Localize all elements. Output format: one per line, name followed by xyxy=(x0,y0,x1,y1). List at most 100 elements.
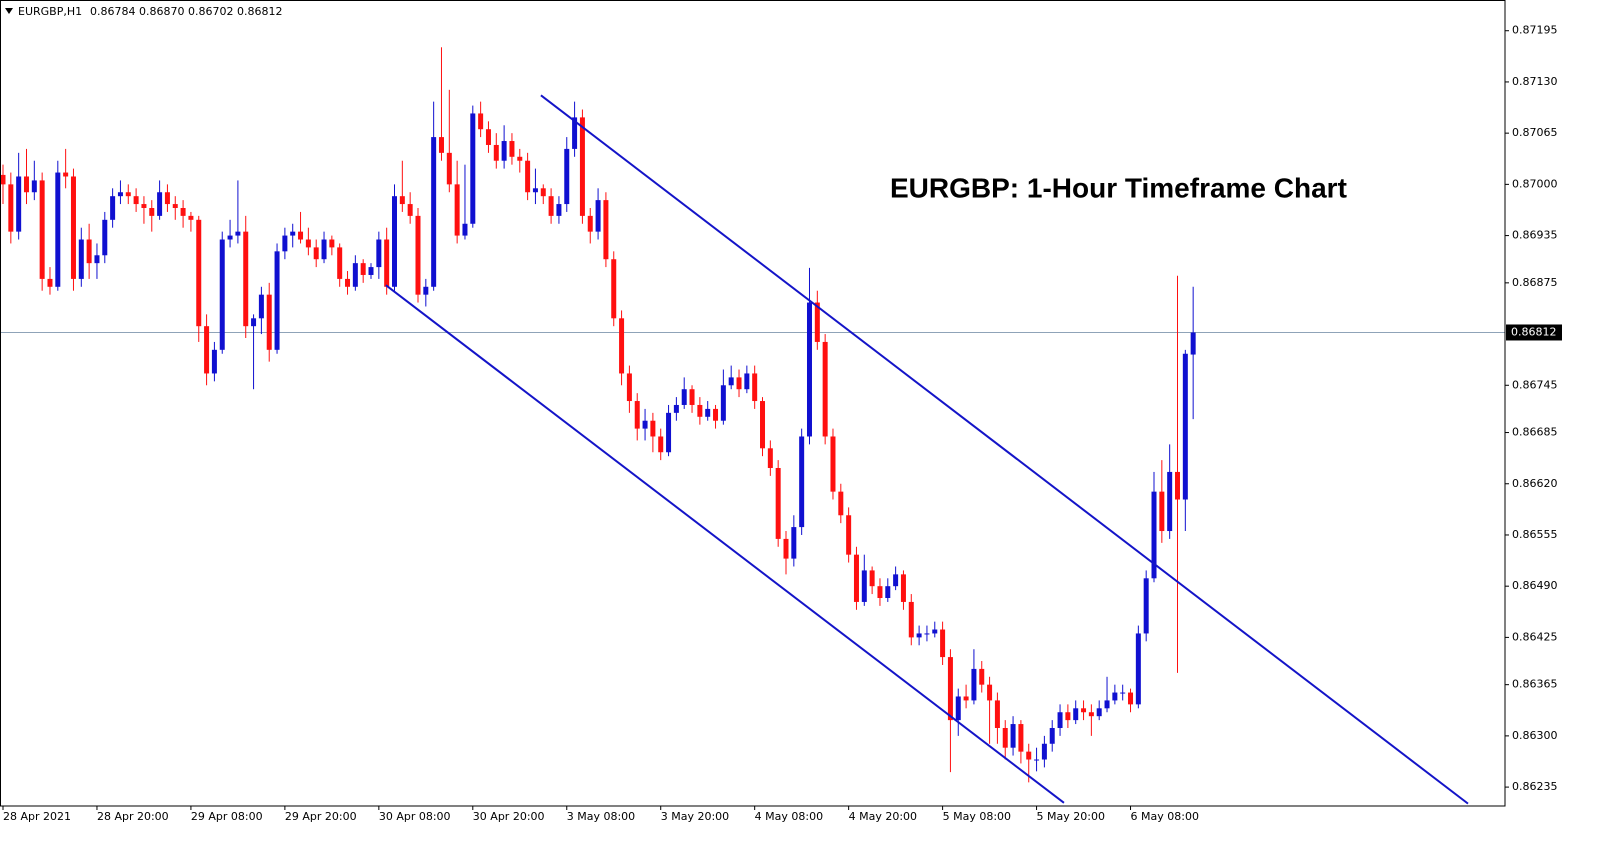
candle-body xyxy=(838,491,844,516)
candle-body xyxy=(125,192,131,197)
candle-body xyxy=(814,302,820,342)
candle-body xyxy=(947,657,953,721)
candle-body xyxy=(164,192,170,205)
candle-body xyxy=(352,263,358,287)
x-tick-label: 28 Apr 2021 xyxy=(3,810,71,823)
candle-body xyxy=(70,176,76,279)
candle-body xyxy=(47,278,53,287)
y-tick-label: 0.86875 xyxy=(1512,276,1558,289)
candle-body xyxy=(744,373,750,390)
candle-body xyxy=(290,231,296,236)
y-tick-label: 0.87000 xyxy=(1512,177,1558,190)
candle-body xyxy=(1151,491,1157,579)
candle-body xyxy=(345,278,351,287)
candle-body xyxy=(360,263,366,275)
y-tick-label: 0.86490 xyxy=(1512,579,1558,592)
candle-body xyxy=(963,696,969,701)
candle-body xyxy=(86,239,92,264)
y-tick-label: 0.86685 xyxy=(1512,426,1558,439)
x-tick-label: 4 May 20:00 xyxy=(849,810,917,823)
candle-body xyxy=(509,141,515,157)
candle-body xyxy=(979,668,985,685)
y-tick-label: 0.87065 xyxy=(1512,126,1558,139)
candle-body xyxy=(470,113,476,224)
candle-body xyxy=(157,192,163,216)
symbol: EURGBP,H1 xyxy=(18,5,82,18)
y-tick-label: 0.86365 xyxy=(1512,678,1558,691)
x-tick-label: 3 May 20:00 xyxy=(661,810,729,823)
plot-area xyxy=(0,47,1505,805)
candle-body xyxy=(1065,712,1071,721)
candle-body xyxy=(243,231,249,327)
candle-body xyxy=(775,468,781,539)
chart-title: EURGBP: 1-Hour Timeframe Chart xyxy=(890,172,1347,203)
plot-frame xyxy=(0,0,1506,807)
candle-body xyxy=(423,286,429,295)
candle-body xyxy=(556,204,562,216)
candle-body xyxy=(211,349,217,374)
x-tick-label: 29 Apr 20:00 xyxy=(285,810,357,823)
candle-body xyxy=(932,629,938,634)
candle-body xyxy=(532,188,538,193)
candle-body xyxy=(713,408,719,421)
candle-body xyxy=(31,180,37,193)
candle-body xyxy=(251,318,257,327)
trend-line xyxy=(385,284,1065,804)
candle-body xyxy=(650,420,656,437)
candle-body xyxy=(619,318,625,374)
candle-body xyxy=(329,239,335,248)
candle-body xyxy=(971,668,977,701)
candle-body xyxy=(916,633,922,638)
candle-body xyxy=(0,174,6,185)
candle-body xyxy=(298,231,304,240)
candle-body xyxy=(235,231,241,236)
candle-body xyxy=(117,192,123,197)
candle-body xyxy=(94,255,100,264)
candle-body xyxy=(454,184,460,236)
candle-body xyxy=(728,377,734,386)
candle-body xyxy=(1018,724,1024,752)
candle-body xyxy=(462,223,468,236)
candle-body xyxy=(587,215,593,232)
candle-body xyxy=(634,401,640,429)
candle-body xyxy=(485,129,491,145)
candle-body xyxy=(55,172,61,287)
candle-body xyxy=(791,527,797,559)
candle-body xyxy=(384,239,390,287)
candle-body xyxy=(579,117,585,216)
candle-body xyxy=(869,570,875,587)
x-tick-label: 5 May 20:00 xyxy=(1037,810,1105,823)
candle-body xyxy=(666,412,672,453)
candle-body xyxy=(133,196,139,205)
candle-body xyxy=(1049,728,1055,744)
candle-body xyxy=(1112,692,1118,701)
candle-body xyxy=(431,137,437,287)
candle-body xyxy=(611,259,617,319)
candle-body xyxy=(525,160,531,193)
candle-body xyxy=(39,180,45,279)
candle-body xyxy=(1104,700,1110,709)
candle-body xyxy=(1010,724,1016,748)
candle-body xyxy=(446,152,452,185)
candle-body xyxy=(392,196,397,287)
candle-body xyxy=(8,184,14,232)
candle-body xyxy=(63,172,69,177)
candle-body xyxy=(846,515,852,555)
candle-body xyxy=(564,148,570,205)
candle-body xyxy=(313,247,319,260)
candle-body xyxy=(540,188,546,197)
candle-body xyxy=(697,404,703,417)
candle-body xyxy=(799,436,805,528)
candle-body xyxy=(204,326,210,374)
candle-body xyxy=(783,538,789,559)
candle-body xyxy=(1135,633,1141,705)
y-tick-label: 0.87195 xyxy=(1512,24,1558,37)
candle-body xyxy=(1190,332,1196,355)
candle-body xyxy=(1096,708,1102,717)
candle-body xyxy=(1026,751,1032,760)
candle-body xyxy=(752,373,758,402)
candle-body xyxy=(102,219,108,256)
candle-body xyxy=(603,200,609,260)
candle-body xyxy=(720,385,726,421)
